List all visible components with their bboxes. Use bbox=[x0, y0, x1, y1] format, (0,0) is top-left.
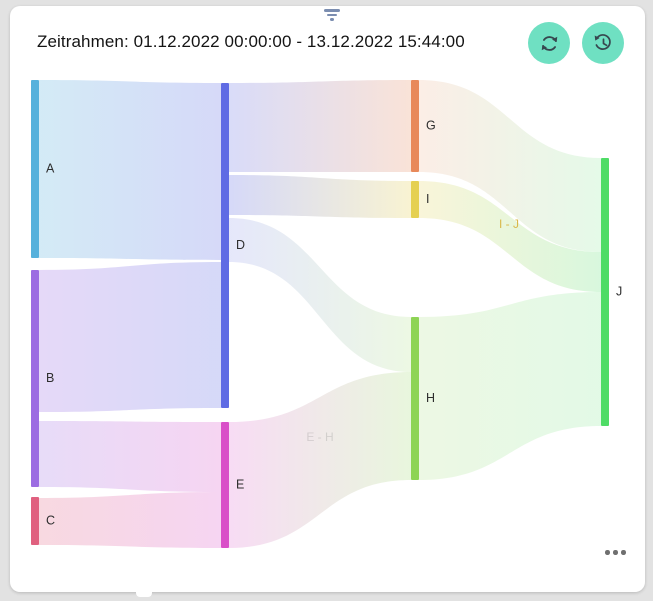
sankey-node-C[interactable] bbox=[31, 497, 39, 545]
filter-bar bbox=[330, 18, 334, 21]
sankey-link-I-J[interactable] bbox=[419, 181, 601, 292]
sankey-link-B-D[interactable] bbox=[39, 262, 221, 412]
sankey-node-label-C: C bbox=[46, 513, 55, 527]
sankey-link-E-H[interactable] bbox=[229, 372, 411, 548]
sankey-node-J[interactable] bbox=[601, 158, 609, 426]
sankey-node-I[interactable] bbox=[411, 181, 419, 218]
refresh-icon bbox=[541, 35, 557, 51]
ellipsis-icon bbox=[605, 550, 610, 555]
sankey-node-D[interactable] bbox=[221, 83, 229, 408]
sankey-node-label-I: I bbox=[426, 192, 429, 206]
sankey-node-label-J: J bbox=[616, 284, 622, 298]
more-menu-button[interactable] bbox=[602, 547, 629, 558]
sankey-link-A-D[interactable] bbox=[39, 80, 221, 260]
history-button[interactable] bbox=[582, 22, 624, 64]
sankey-node-label-E: E bbox=[236, 477, 244, 491]
sankey-link-D-H[interactable] bbox=[229, 218, 411, 372]
sankey-node-B[interactable] bbox=[31, 270, 39, 487]
ellipsis-icon bbox=[621, 550, 626, 555]
filter-icon[interactable] bbox=[323, 9, 341, 21]
sankey-node-H[interactable] bbox=[411, 317, 419, 480]
filter-bar bbox=[324, 9, 340, 12]
sankey-link-G-J[interactable] bbox=[419, 80, 601, 252]
resize-handle[interactable] bbox=[136, 588, 152, 597]
ellipsis-icon bbox=[613, 550, 618, 555]
sankey-node-label-G: G bbox=[426, 118, 436, 132]
sankey-node-E[interactable] bbox=[221, 422, 229, 548]
timeframe-title: Zeitrahmen: 01.12.2022 00:00:00 - 13.12.… bbox=[37, 32, 465, 51]
sankey-link-label-I-J: I - J bbox=[499, 217, 519, 231]
sankey-link-H-J[interactable] bbox=[419, 292, 601, 480]
sankey-link-D-I[interactable] bbox=[229, 175, 411, 218]
sankey-node-label-A: A bbox=[46, 161, 55, 175]
sankey-node-label-B: B bbox=[46, 371, 54, 385]
sankey-link-B-E[interactable] bbox=[39, 421, 221, 492]
history-icon bbox=[594, 33, 611, 50]
sankey-node-G[interactable] bbox=[411, 80, 419, 172]
filter-bar bbox=[327, 13, 337, 16]
sankey-node-A[interactable] bbox=[31, 80, 39, 258]
sankey-node-label-D: D bbox=[236, 238, 245, 252]
sankey-link-label-E-H: E - H bbox=[306, 430, 333, 444]
sankey-node-label-H: H bbox=[426, 391, 435, 405]
sankey-link-D-G[interactable] bbox=[229, 80, 411, 172]
sankey-link-C-E[interactable] bbox=[39, 492, 221, 548]
refresh-button[interactable] bbox=[528, 22, 570, 64]
